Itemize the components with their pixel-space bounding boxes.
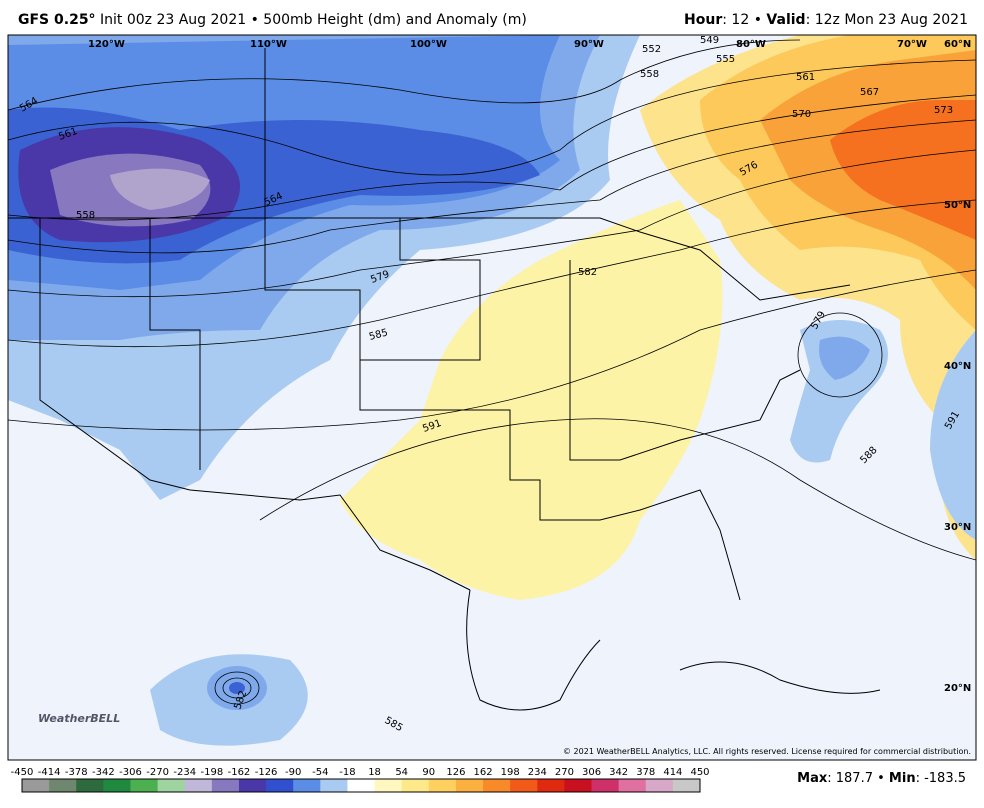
colorbar-tick-label: 90 [422,767,435,778]
header: GFS 0.25° Init 00z 23 Aug 2021 • 500mb H… [0,0,984,34]
colorbar-segment [76,779,104,792]
colorbar-tick-label: -450 [11,767,34,778]
map-frame [7,34,977,761]
colorbar-tick-label: -162 [228,767,251,778]
colorbar-segment [455,779,484,792]
lon-label: 110°W [250,39,287,50]
contour-label: 555 [716,54,735,65]
valid-value: : 12z Mon 23 Aug 2021 [805,12,968,28]
colorbar-tick-label: -54 [312,767,328,778]
valid-time: Hour: 12 • Valid: 12z Mon 23 Aug 2021 [684,12,968,28]
colorbar-tick-label: -270 [146,767,169,778]
colorbar-segment [49,779,77,792]
colorbar-tick-label: -306 [119,767,142,778]
min-label: Min [888,771,916,786]
model: GFS 0.25° [18,12,96,28]
colorbar-segment [130,779,159,792]
colorbar-segment [564,779,593,792]
colorbar-segment [211,779,240,792]
lat-label: 60°N [944,39,971,50]
min-value: : -183.5 [915,771,966,786]
footer: Max: 187.7 • Min: -183.5 [797,771,966,786]
colorbar-segment [510,779,538,792]
contour-label: 585 [368,327,389,343]
colorbar-segment [22,779,50,792]
colorbar-tick-label: 54 [395,767,408,778]
colorbar-segment [293,779,321,792]
colorbar-tick-label: -18 [339,767,355,778]
lat-label: 50°N [944,200,971,211]
colorbar-segment [320,779,348,792]
hour-value: : 12 • [722,12,762,28]
lon-label: 90°W [574,39,604,50]
colorbar-tick-label: 342 [609,767,628,778]
map-field [8,35,976,760]
colorbar-frame [21,778,701,793]
contour-label: 570 [792,109,811,120]
copyright: © 2021 WeatherBELL Analytics, LLC. All r… [563,747,971,756]
contour-label: 558 [640,69,659,80]
colorbar-tick-label: -198 [200,767,223,778]
colorbar-tick-label: -126 [255,767,278,778]
colorbar-tick-label: 414 [663,767,682,778]
colorbar-segment [347,779,376,792]
lat-label: 20°N [944,683,971,694]
colorbar-segment [672,779,701,792]
lon-label: 70°W [897,39,927,50]
contour-label: 561 [796,72,815,83]
colorbar-segment [428,779,457,792]
colorbar-segment [238,779,267,792]
lat-label: 30°N [944,522,971,533]
colorbar-tick-label: 162 [473,767,492,778]
colorbar-segment [483,779,511,792]
init: Init 00z 23 Aug 2021 • 500mb Height (dm)… [100,12,527,28]
colorbar-tick-label: 270 [555,767,574,778]
colorbar-tick-label: 306 [582,767,601,778]
colorbar-tick-label: 234 [528,767,547,778]
colorbar-segment [537,779,565,792]
graticule-labels: 120°W 110°W 100°W 90°W 80°W 70°W 60°N 50… [88,39,971,694]
contour-label: 567 [860,87,879,98]
colorbar-tick-label: 378 [636,767,655,778]
valid-label: Valid [766,12,806,28]
colorbar-segment [103,779,131,792]
colorbar-tick-label: -414 [38,767,61,778]
colorbar-tick-label: -378 [65,767,88,778]
max-label: Max [797,771,828,786]
lon-label: 120°W [88,39,125,50]
contour-label: 552 [642,44,661,55]
colorbar-tick-label: 126 [446,767,465,778]
colorbar-segment [645,779,674,792]
colorbar-tick-label: -342 [92,767,115,778]
colorbar-tick-label: 18 [368,767,381,778]
lon-label: 100°W [410,39,447,50]
colorbar-segment [401,779,430,792]
colorbar-tick-label: 198 [501,767,520,778]
contour-label: 549 [700,35,719,46]
contour-label: 558 [76,210,95,221]
colorbar-tick-label: 450 [690,767,709,778]
colorbar-segment [618,779,647,792]
lon-label: 80°W [736,39,766,50]
max-value: : 187.7 • [827,771,885,786]
colorbar-segment [157,779,186,792]
logo: WeatherBELL [38,712,120,725]
lat-label: 40°N [944,361,971,372]
colorbar-segment [266,779,294,792]
colorbar-tick-label: -90 [285,767,301,778]
contour-label: 573 [934,105,953,116]
colorbar: -450 -414 -378 -342 -306 -270 -234 -198 -162 -126… [11,767,710,793]
contour-label: 582 [578,267,597,278]
colorbar-segment [184,779,213,792]
title: GFS 0.25° Init 00z 23 Aug 2021 • 500mb H… [18,12,527,28]
colorbar-tick-label: -234 [173,767,196,778]
colorbar-segment [374,779,403,792]
colorbar-segment [591,779,620,792]
hour-label: Hour [684,12,723,28]
